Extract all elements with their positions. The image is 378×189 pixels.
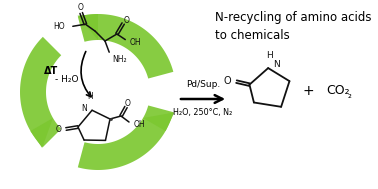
Text: H: H [266,51,273,60]
Text: ₂: ₂ [348,90,352,100]
FancyArrowPatch shape [81,51,91,97]
Text: O: O [123,16,129,25]
FancyArrowPatch shape [181,95,222,103]
Text: OH: OH [129,38,141,47]
Text: N-recycling of amino acids
to chemicals: N-recycling of amino acids to chemicals [215,11,372,42]
Polygon shape [20,37,61,147]
Text: HO: HO [53,22,65,31]
Polygon shape [31,118,53,148]
Polygon shape [78,105,174,170]
Text: H₂O, 250°C, N₂: H₂O, 250°C, N₂ [174,108,232,117]
Text: O: O [125,98,131,108]
Text: ΔT: ΔT [44,66,58,76]
Polygon shape [143,112,174,131]
Text: Pd/Sup.: Pd/Sup. [186,80,220,89]
Text: O: O [55,125,61,133]
Polygon shape [78,14,174,79]
Text: N: N [273,60,280,69]
Text: O: O [224,76,231,86]
Text: N: N [81,104,87,113]
Text: +: + [302,84,314,98]
Text: - H₂O: - H₂O [55,74,79,84]
Polygon shape [77,14,98,40]
Text: NH₂: NH₂ [112,55,127,64]
Text: OH: OH [134,119,146,129]
Text: CO₂: CO₂ [326,84,350,98]
Text: H: H [87,92,93,101]
Text: O: O [77,4,83,12]
